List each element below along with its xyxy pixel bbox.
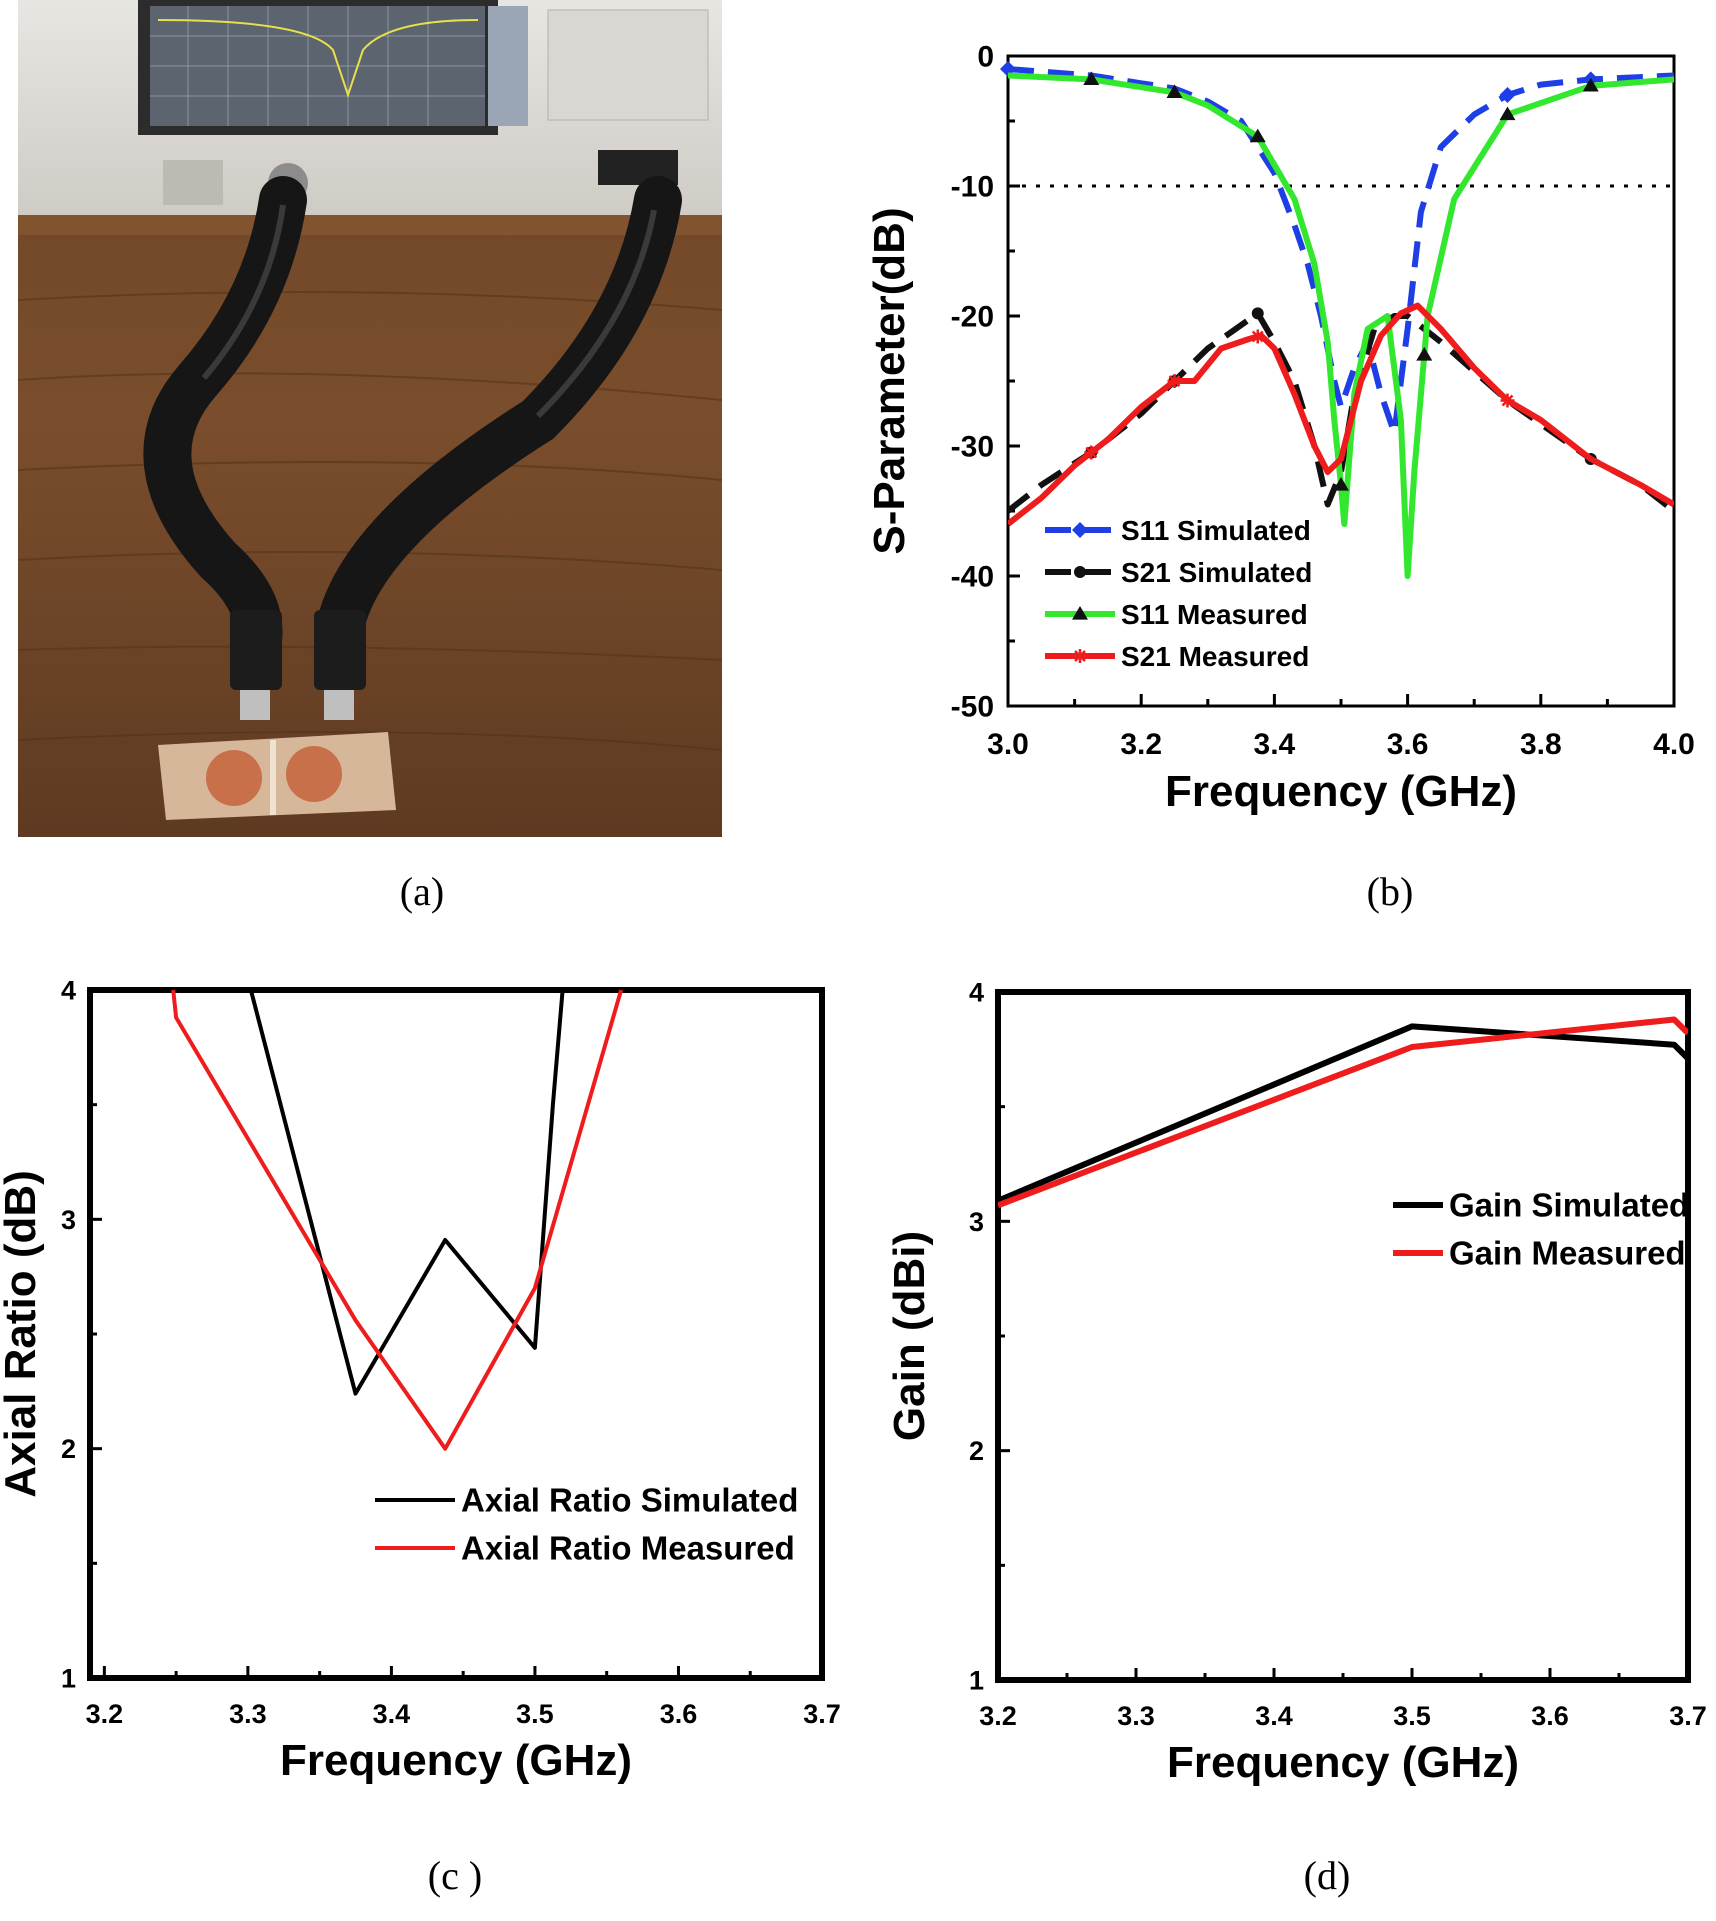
x-tick-label: 3.3 [1117, 1701, 1155, 1731]
series-2 [171, 989, 624, 1451]
x-tick-label: 3.6 [1531, 1701, 1569, 1731]
y-tick-label: 3 [61, 1205, 76, 1235]
caption-a: (a) [399, 869, 445, 914]
legend-label: Axial Ratio Simulated [461, 1482, 798, 1519]
series-1 [998, 1023, 1688, 1204]
series-4 [1008, 302, 1674, 527]
legend-marker [1072, 522, 1088, 538]
x-tick-label: 3.6 [1387, 728, 1429, 761]
x-tick-label: 3.8 [1520, 728, 1562, 761]
series-line [1008, 72, 1674, 579]
legend-label: Axial Ratio Measured [461, 1530, 795, 1567]
data-marker [1251, 307, 1264, 320]
series-2 [998, 1016, 1688, 1209]
s-parameter-chart-svg: 0 -10 -20 -30 -40 -50 3.0 3.2 3.4 3.6 3.8 4.0 Freque… [865, 41, 1695, 817]
legend-label: S11 Simulated [1121, 515, 1311, 546]
series-line [1008, 66, 1674, 436]
x-tick-label: 3.2 [1120, 728, 1162, 761]
x-tick-label: 3.0 [987, 728, 1029, 761]
data-marker [1333, 477, 1349, 491]
x-tick-label: 3.2 [979, 1701, 1017, 1731]
series-line [171, 989, 624, 1451]
legend-marker [1073, 649, 1087, 663]
data-marker [1250, 329, 1265, 344]
data-marker [1249, 128, 1266, 143]
data-marker [1499, 106, 1516, 121]
axial-ratio-chart-svg: 1 2 3 4 3.2 3.3 3.4 3.5 3.6 3.7 Frequency (GHz) Axi… [0, 975, 841, 1785]
data-marker [1084, 445, 1099, 460]
legend-marker [1074, 566, 1086, 578]
legend-label: Gain Simulated [1449, 1187, 1689, 1224]
data-marker [1582, 77, 1599, 92]
legend-label: S11 Measured [1121, 599, 1308, 630]
y-tick-label: 1 [61, 1663, 76, 1693]
x-tick-label: 3.7 [803, 1699, 841, 1729]
chart-gain: 1 2 3 4 3.2 3.3 3.4 3.5 3.6 3.7 Frequency (GHz) Gai… [860, 950, 1716, 1825]
chart-s-parameter: 0 -10 -20 -30 -40 -50 3.0 3.2 3.4 3.6 3.8 4.0 Freque… [860, 0, 1716, 865]
caption-c: (c ) [427, 1853, 483, 1898]
series-1 [1008, 66, 1674, 436]
x-tick-label: 3.7 [1669, 1701, 1707, 1731]
x-tick-label: 3.4 [1255, 1701, 1293, 1731]
data-marker [1083, 71, 1100, 85]
series-line [998, 1016, 1688, 1209]
x-tick-label: 3.6 [660, 1699, 698, 1729]
plot-frame [995, 989, 1691, 1683]
measurement-photo [18, 0, 722, 837]
y-tick-label: -10 [951, 171, 994, 204]
data-marker [1500, 393, 1515, 408]
y-tick-label: 3 [969, 1207, 984, 1237]
y-axis-label: Axial Ratio (dB) [0, 1170, 45, 1498]
legend-label: S21 Simulated [1121, 557, 1312, 588]
x-axis-label: Frequency (GHz) [1167, 1738, 1519, 1787]
plot-frame [87, 987, 825, 1681]
series-3 [1008, 72, 1674, 579]
y-axis-label: Gain (dBi) [885, 1231, 934, 1441]
x-tick-label: 3.4 [1254, 728, 1296, 761]
gain-chart-svg: 1 2 3 4 3.2 3.3 3.4 3.5 3.6 3.7 Frequency (GHz) Gai… [885, 977, 1707, 1787]
series-line [248, 988, 565, 1396]
y-tick-label: -50 [951, 691, 994, 724]
series-line [998, 1023, 1688, 1204]
y-tick-label: -20 [951, 301, 994, 334]
caption-d: (d) [1303, 1853, 1351, 1898]
x-axis-label: Frequency (GHz) [1165, 767, 1517, 816]
data-marker [1167, 374, 1182, 388]
legend-label: Gain Measured [1449, 1235, 1686, 1272]
y-axis-label: S-Parameter(dB) [865, 207, 914, 554]
y-tick-label: 4 [969, 977, 984, 1007]
series-1 [248, 988, 565, 1396]
chart-axial-ratio: 1 2 3 4 3.2 3.3 3.4 3.5 3.6 3.7 Frequency (GHz) Axi… [0, 950, 860, 1825]
x-tick-label: 3.5 [1393, 1701, 1431, 1731]
y-tick-label: 1 [969, 1665, 984, 1695]
x-axis-label: Frequency (GHz) [280, 1736, 632, 1785]
caption-b: (b) [1366, 869, 1414, 914]
y-tick-label: 2 [969, 1436, 984, 1466]
plot-frame [1006, 54, 1676, 708]
legend-marker [1072, 606, 1088, 620]
data-marker [1416, 347, 1433, 361]
series-line [1008, 302, 1674, 527]
legend-label: S21 Measured [1121, 641, 1309, 672]
data-marker [1166, 84, 1183, 98]
x-tick-label: 3.5 [516, 1699, 554, 1729]
y-tick-label: 4 [61, 975, 76, 1005]
vna-measurement-photo-icon [18, 0, 722, 837]
x-tick-label: 3.3 [229, 1699, 267, 1729]
x-tick-label: 3.2 [86, 1699, 124, 1729]
y-tick-label: -30 [951, 431, 994, 464]
y-tick-label: 0 [977, 41, 994, 74]
y-tick-label: -40 [951, 561, 994, 594]
y-tick-label: 2 [61, 1434, 76, 1464]
data-marker [1499, 87, 1516, 103]
x-tick-label: 3.4 [373, 1699, 411, 1729]
x-tick-label: 4.0 [1653, 728, 1695, 761]
